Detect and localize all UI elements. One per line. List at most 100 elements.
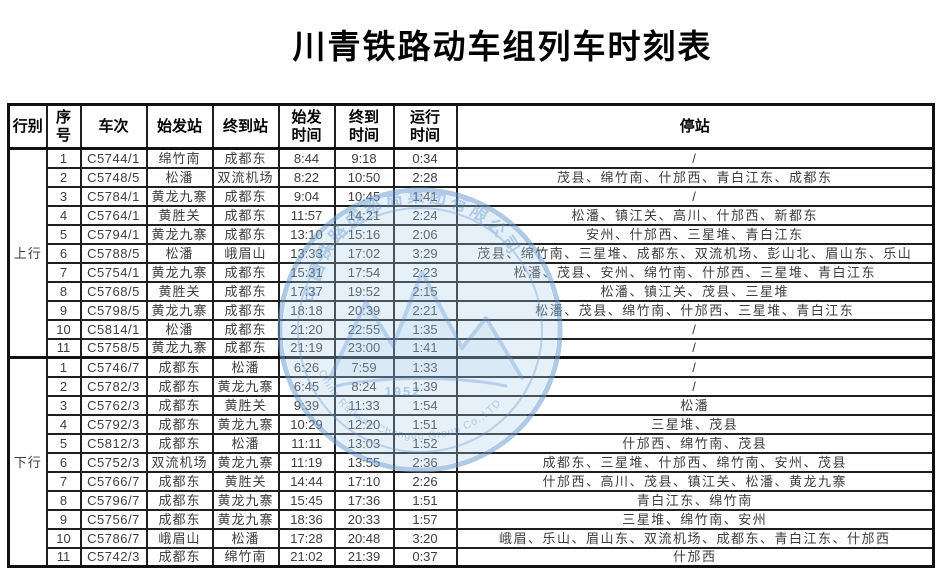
cell-seq: 11 [45,337,82,359]
timetable-body: 上行 1 C5744/1 绵竹南 成都东 8:44 9:18 0:34/2 C5748/5 松潘双… [7,147,935,568]
cell-train: C5766/7 [79,470,148,492]
cell-arr: 17:36 [333,489,395,511]
cell-arr: 21:39 [333,546,395,568]
header-terminal: 终到站 [211,103,280,150]
cell-arr: 17:10 [333,470,395,492]
cell-arr: 20:33 [333,508,395,530]
cell-dur: 1:57 [392,508,458,530]
cell-dur: 2:06 [392,223,458,245]
cell-seq: 3 [45,394,82,416]
cell-stops: 安州、什邡西、三星堆、青白江东 [455,223,935,245]
cell-dur: 2:36 [392,451,458,473]
cell-train: C5782/3 [79,375,148,397]
cell-arr: 23:00 [333,337,395,359]
cell-seq: 9 [45,299,82,321]
cell-seq: 6 [45,242,82,264]
cell-terminal: 黄胜关 [211,470,280,492]
cell-dep: 6:26 [277,356,336,378]
cell-stops: / [455,356,935,378]
cell-dep: 17:28 [277,527,336,549]
cell-origin: 成都东 [145,356,214,378]
cell-train: C5764/1 [79,204,148,226]
cell-terminal: 成都东 [211,185,280,207]
table-row: 8 C5796/7 成都东 黄龙九寨 15:45 17:36 1:51 青白江东、绵竹南 [9,489,935,511]
cell-terminal: 松潘 [211,527,280,549]
cell-origin: 黄龙九寨 [145,223,214,245]
cell-stops: / [455,337,935,359]
cell-stops: / [455,375,935,397]
cell-dep: 18:18 [277,299,336,321]
cell-terminal: 成都东 [211,204,280,226]
cell-stops: 松潘、镇江关、茂县、三星堆 [455,280,935,302]
cell-dep: 15:45 [277,489,336,511]
cell-dur: 2:26 [392,470,458,492]
cell-train: C5768/5 [79,280,148,302]
cell-terminal: 黄龙九寨 [211,375,280,397]
cell-origin: 成都东 [145,413,214,435]
cell-train: C5812/3 [79,432,148,454]
cell-terminal: 绵竹南 [211,546,280,568]
cell-seq: 8 [45,489,82,511]
cell-terminal: 成都东 [211,147,280,169]
header-dur: 运行 时间 [392,103,458,150]
table-row: 下行 1 C5746/7 成都东 松潘 6:26 7:59 1:33/ [7,356,935,568]
header-origin: 始发站 [145,103,214,150]
table-row: 7 C5754/1 黄龙九寨 成都东 15:31 17:54 2:23 松潘、茂县、安州、绵竹… [9,261,935,283]
page-title: 川青铁路动车组列车时刻表 [292,28,713,65]
header-train: 车次 [79,103,148,150]
cell-origin: 黄胜关 [145,280,214,302]
cell-origin: 双流机场 [145,451,214,473]
cell-train: C5758/5 [79,337,148,359]
cell-terminal: 黄胜关 [211,394,280,416]
cell-origin: 黄龙九寨 [145,261,214,283]
cell-origin: 松潘 [145,318,214,340]
cell-origin: 黄胜关 [145,204,214,226]
cell-terminal: 黄龙九寨 [211,508,280,530]
cell-terminal: 黄龙九寨 [211,489,280,511]
cell-arr: 9:18 [333,147,395,169]
cell-terminal: 成都东 [211,318,280,340]
cell-origin: 成都东 [145,546,214,568]
cell-dep: 18:36 [277,508,336,530]
cell-seq: 10 [45,527,82,549]
table-row: 8 C5768/5 黄胜关 成都东 17:37 19:52 2:15 松潘、镇江关、茂县、三星… [9,280,935,302]
table-row: 9 C5798/5 黄龙九寨 成都东 18:18 20:39 2:21 松潘、茂县、绵竹南、什… [9,299,935,321]
cell-stops: / [455,185,935,207]
cell-arr: 20:48 [333,527,395,549]
cell-arr: 15:16 [333,223,395,245]
cell-stops: 峨眉、乐山、眉山东、双流机场、成都东、青白江东、什邡西 [455,527,935,549]
header-arr: 终到 时间 [333,103,395,150]
cell-origin: 成都东 [145,489,214,511]
cell-train: C5756/7 [79,508,148,530]
cell-origin: 黄龙九寨 [145,337,214,359]
cell-terminal: 黄龙九寨 [211,451,280,473]
cell-stops: 松潘、茂县、绵竹南、什邡西、三星堆、青白江东 [455,299,935,321]
header-direction: 行别 [7,103,48,150]
cell-dep: 13:33 [277,242,336,264]
cell-dur: 2:28 [392,166,458,188]
cell-stops: 三星堆、绵竹南、安州 [455,508,935,530]
cell-dep: 9:39 [277,394,336,416]
table-row: 10 C5814/1 松潘 成都东 21:20 22:55 1:35/ [9,318,935,340]
cell-stops: / [455,318,935,340]
cell-train: C5798/5 [79,299,148,321]
cell-dur: 1:51 [392,489,458,511]
cell-stops: 茂县、绵竹南、什邡西、青白江东、成都东 [455,166,935,188]
cell-seq: 6 [45,451,82,473]
cell-dep: 11:57 [277,204,336,226]
cell-train: C5814/1 [79,318,148,340]
cell-seq: 5 [45,432,82,454]
cell-dur: 3:20 [392,527,458,549]
cell-dep: 8:44 [277,147,336,169]
table-row: 7 C5766/7 成都东 黄胜关 14:44 17:10 2:26 什邡西、高川、茂县、镇江… [9,470,935,492]
cell-terminal: 峨眉山 [211,242,280,264]
cell-origin: 峨眉山 [145,527,214,549]
cell-stops: 松潘 [455,394,935,416]
cell-dep: 6:45 [277,375,336,397]
cell-train: C5788/5 [79,242,148,264]
direction-cell: 上行 [7,147,48,359]
cell-arr: 7:59 [333,356,395,378]
cell-dep: 8:22 [277,166,336,188]
cell-train: C5748/5 [79,166,148,188]
